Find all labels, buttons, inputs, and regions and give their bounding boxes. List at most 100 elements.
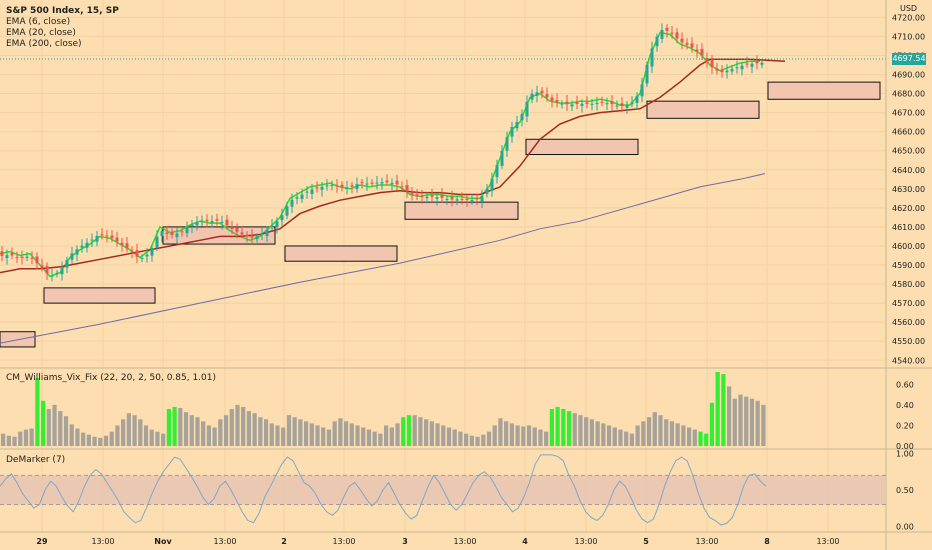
candle-body xyxy=(170,231,174,235)
candle-body xyxy=(755,61,759,64)
vix-bar xyxy=(658,415,663,446)
candle-body xyxy=(125,243,129,249)
vix-bar xyxy=(561,409,566,446)
candle-body xyxy=(30,257,34,259)
vix-bar xyxy=(126,413,131,446)
vix-bar xyxy=(372,431,377,446)
candle-body xyxy=(380,182,384,184)
candle-body xyxy=(5,255,9,259)
vix-bar xyxy=(309,423,314,446)
legend-symbol[interactable]: S&P 500 Index, 15, SP xyxy=(6,6,119,16)
candle-body xyxy=(20,256,24,259)
vix-bar xyxy=(646,417,652,446)
ema-20-line xyxy=(0,58,786,274)
price-tick-label: 4570.00 xyxy=(892,299,925,308)
demand-zones xyxy=(0,81,881,348)
vix-bar xyxy=(726,386,732,446)
vix-bar xyxy=(418,417,423,446)
vix-bar xyxy=(715,372,720,446)
candle-body xyxy=(135,250,139,257)
vix-bar xyxy=(201,421,206,446)
vix-bar xyxy=(355,425,360,446)
vix-bar xyxy=(366,429,372,446)
vix-bar xyxy=(115,425,120,446)
vix-bar xyxy=(464,433,469,446)
vix-bar xyxy=(121,419,126,446)
candle-body xyxy=(740,65,744,70)
candle-body xyxy=(205,219,209,222)
vix-bar xyxy=(109,431,114,446)
legend-ema-20[interactable]: EMA (20, close) xyxy=(6,28,76,38)
candle-body xyxy=(695,49,699,52)
vix-bar xyxy=(521,426,526,446)
legend-ema-200[interactable]: EMA (200, close) xyxy=(6,39,82,49)
candle-body xyxy=(485,188,489,194)
candle-body xyxy=(280,215,284,221)
time-tick-label: 4 xyxy=(522,537,528,546)
candle-body xyxy=(220,221,224,223)
vix-bar xyxy=(641,421,646,446)
candle-body xyxy=(385,180,389,183)
vix-bar xyxy=(218,419,223,446)
candle-body xyxy=(70,253,74,260)
vix-bar xyxy=(732,398,737,446)
vix-bar xyxy=(86,434,91,446)
demarker-legend[interactable]: DeMarker (7) xyxy=(6,455,66,465)
candle-body xyxy=(415,194,419,197)
vix-bar xyxy=(681,425,686,446)
vix-bar xyxy=(709,402,715,446)
legend-ema-6[interactable]: EMA (6, close) xyxy=(6,17,71,27)
candle-body xyxy=(150,248,154,256)
candle-body xyxy=(715,68,719,71)
vix-bar xyxy=(652,412,657,446)
candle-body xyxy=(600,101,604,103)
vix-bar xyxy=(481,434,486,446)
zone-box xyxy=(284,245,398,262)
candle-body xyxy=(155,236,159,248)
candle-body xyxy=(645,64,649,84)
time-axis[interactable]: 29 13:00 Nov 13:00 2 13:00 3 13:00 4 13:00 5 13:00 8… xyxy=(36,537,839,546)
candle-body xyxy=(690,43,694,48)
vix-bar xyxy=(704,433,709,446)
candle-body xyxy=(750,63,754,67)
candle-body xyxy=(560,103,564,105)
vix-bar xyxy=(755,400,760,446)
vix-bar xyxy=(721,374,726,446)
price-tick-label: 4640.00 xyxy=(892,166,925,175)
candle-body xyxy=(675,32,679,39)
time-tick-label: 13:00 xyxy=(816,537,839,546)
vix-bar xyxy=(246,411,252,446)
vix-bar xyxy=(183,412,189,446)
candle-body xyxy=(625,105,629,108)
vix-bar xyxy=(395,423,400,446)
candle-body xyxy=(515,121,519,129)
candle-body xyxy=(260,233,264,235)
vix-bar xyxy=(435,423,440,446)
demarker-line xyxy=(0,454,767,526)
vix-bar xyxy=(664,419,669,446)
vix-bar xyxy=(486,431,492,446)
candle-body xyxy=(760,62,764,65)
candle-body xyxy=(50,275,54,277)
vix-bar xyxy=(35,378,40,446)
vix-bar xyxy=(629,433,635,446)
candle-body xyxy=(110,235,114,239)
candle-body xyxy=(670,32,674,34)
candle-body xyxy=(330,184,334,186)
candle-body xyxy=(290,199,294,207)
price-tick-label: 4610.00 xyxy=(892,223,925,232)
candle-body xyxy=(570,104,574,107)
candle-body xyxy=(470,200,474,202)
candle-body xyxy=(60,268,64,275)
vix-bar xyxy=(475,436,480,446)
zone-box xyxy=(43,287,156,304)
vix-legend[interactable]: CM_Williams_Vix_Fix (22, 20, 2, 50, 0.85… xyxy=(6,373,217,383)
candle-body xyxy=(15,256,19,258)
candle-body xyxy=(300,194,304,200)
candle-body xyxy=(615,105,619,107)
candle-body xyxy=(620,103,624,107)
vix-bar xyxy=(458,431,463,446)
candle-body xyxy=(310,189,314,194)
candle-body xyxy=(230,227,234,229)
candle-body xyxy=(665,27,669,31)
